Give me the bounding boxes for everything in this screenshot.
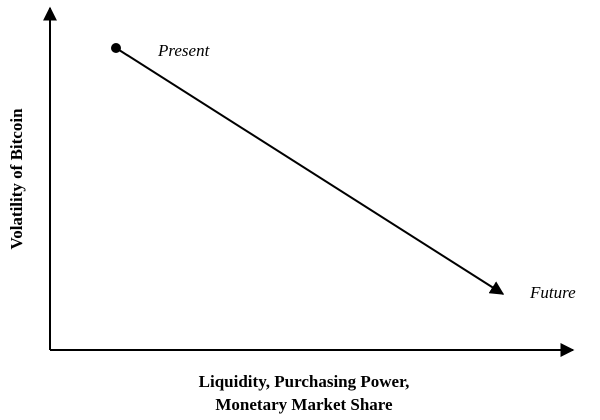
y-axis-label: Volatility of Bitcoin: [7, 108, 26, 250]
present-point-marker: [111, 43, 121, 53]
x-axis-label-line2: Monetary Market Share: [215, 395, 393, 414]
present-label: Present: [157, 41, 211, 60]
x-axis-label-line1: Liquidity, Purchasing Power,: [199, 372, 410, 391]
future-label: Future: [529, 283, 576, 302]
trend-arrow: [115, 47, 505, 295]
